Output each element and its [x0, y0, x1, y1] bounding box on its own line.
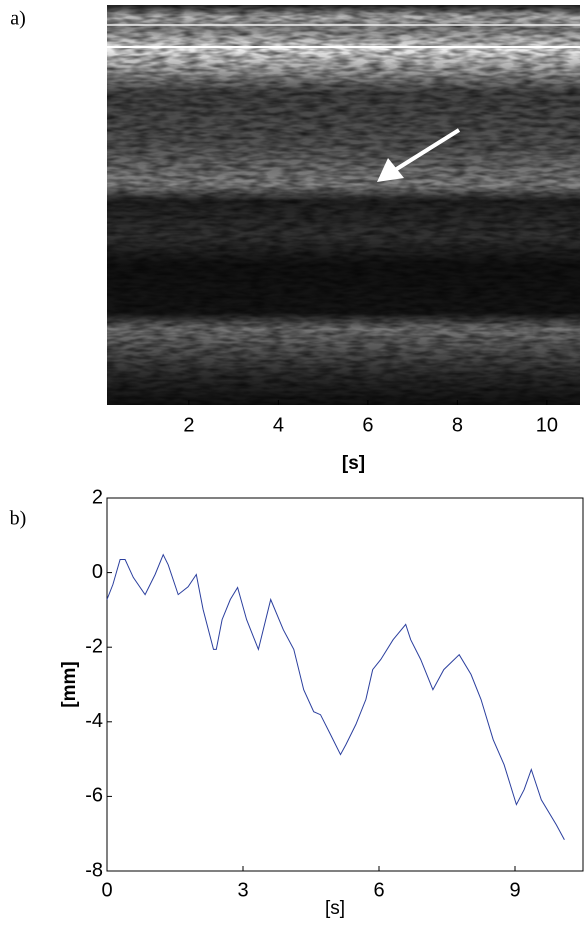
y-tick-label: 0: [92, 561, 103, 583]
y-tick-label: -8: [85, 859, 103, 881]
panel-label: b): [10, 508, 27, 530]
data-line: [106, 553, 565, 840]
x-tick-label: 6: [362, 414, 373, 436]
arrow-head: [377, 158, 404, 182]
x-axis-label: [s]: [325, 898, 345, 919]
x-tick-label: 10: [536, 414, 558, 436]
x-tick-label: 9: [509, 879, 520, 901]
x-axis-label: [s]: [342, 453, 365, 474]
y-tick-label: -4: [85, 710, 103, 732]
x-tick-label: 3: [237, 879, 248, 901]
x-tick-label: 4: [273, 414, 284, 436]
x-tick-label: 2: [183, 414, 194, 436]
panel-label: a): [10, 8, 26, 30]
y-tick-label: 2: [92, 486, 103, 508]
y-tick-label: -2: [85, 635, 103, 657]
y-axis-label: [mm]: [59, 661, 80, 707]
ultrasound-speckle: [107, 5, 580, 405]
arrow-shaft: [393, 128, 461, 172]
x-tick-label: 6: [373, 879, 384, 901]
x-tick-label: 8: [452, 414, 463, 436]
y-tick-label: -6: [85, 785, 103, 807]
plot-frame: [106, 497, 584, 872]
x-tick-label: 0: [101, 879, 112, 901]
